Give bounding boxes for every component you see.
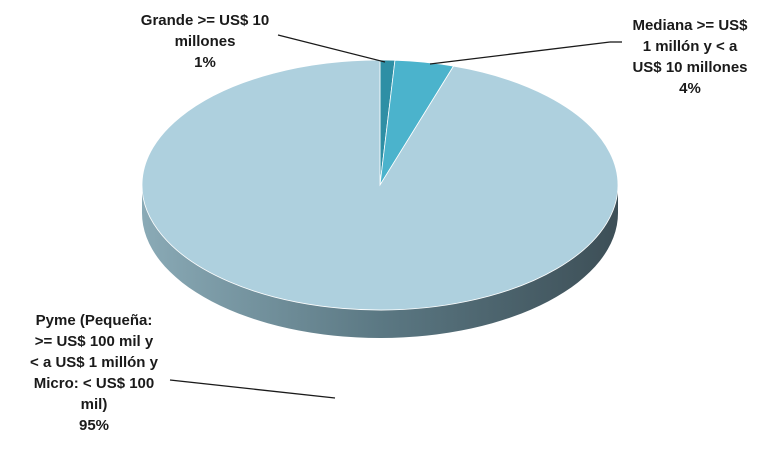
- leader-line-1: [429, 41, 611, 65]
- slice-label-line: >= US$ 100 mil y: [35, 333, 154, 350]
- slice-label-line: mil): [81, 396, 108, 413]
- slice-value-label: 95%: [79, 417, 109, 434]
- slice-label-line: US$ 10 millones: [632, 59, 747, 76]
- leader-lines-group: [169, 34, 622, 399]
- slice-label-line: millones: [175, 33, 236, 50]
- pie-side-band: [142, 185, 618, 338]
- slice-label-line: Mediana >= US$: [632, 17, 748, 34]
- pie-side-group: [142, 185, 618, 338]
- slice-labels-group: Grande >= US$ 10 millones 1% Mediana >= US$…: [30, 12, 748, 434]
- slice-label-1: Mediana >= US$ 1 millón y < a US$ 10 millo…: [632, 17, 748, 97]
- slice-label-2: Pyme (Pequeña: >= US$ 100 mil y < a US$ 1 …: [30, 312, 159, 434]
- slice-label-line: 1 millón y < a: [643, 38, 738, 55]
- pie-slices-group: [141, 59, 619, 311]
- slice-label-line: Pyme (Pequeña:: [36, 312, 153, 329]
- slice-label-line: Micro: < US$ 100: [34, 375, 154, 392]
- slice-label-line: Grande >= US$ 10: [141, 12, 269, 29]
- pie-slice-2: [141, 59, 619, 311]
- slice-value-label: 1%: [194, 54, 216, 71]
- slice-value-label: 4%: [679, 80, 701, 97]
- leader-line-0: [277, 34, 386, 63]
- leader-line-2: [169, 379, 336, 399]
- slice-label-0: Grande >= US$ 10 millones 1%: [141, 12, 269, 71]
- slice-label-line: < a US$ 1 millón y: [30, 354, 159, 371]
